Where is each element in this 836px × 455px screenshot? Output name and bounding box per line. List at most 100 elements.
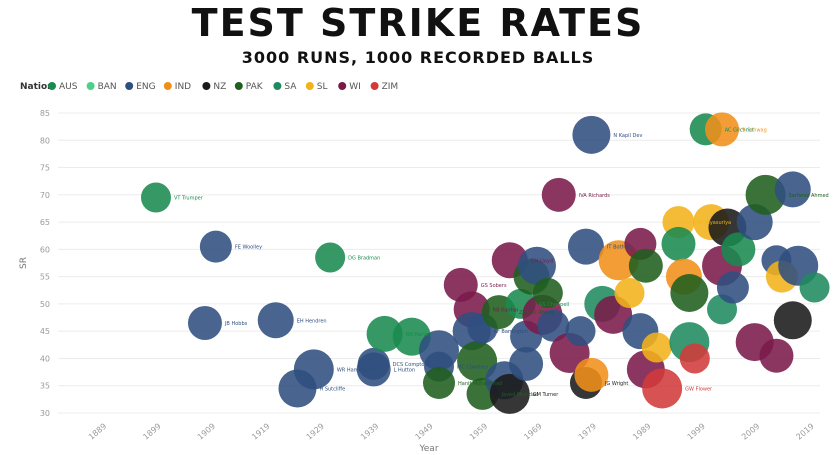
- data-point: [199, 230, 232, 263]
- data-point: [293, 349, 334, 390]
- legend-swatch-wi: [338, 82, 347, 90]
- data-point: [721, 232, 756, 267]
- data-point-label: Hanif Mohammad: [458, 381, 502, 387]
- legend-swatch-pak: [234, 82, 243, 90]
- x-tick-label: 1889: [87, 422, 108, 442]
- y-tick-label: 70: [40, 191, 50, 200]
- legend-title: Nation: [20, 82, 54, 92]
- data-point-labels: VT Trumper FE Woolley JB Hobbs EH Hendren H …: [174, 127, 829, 398]
- data-point-label: Javed Miandad: [501, 392, 539, 398]
- x-tick-label: 1919: [250, 422, 271, 442]
- data-point: [140, 182, 171, 213]
- data-point: [366, 315, 403, 352]
- legend-swatch-ind: [163, 82, 172, 90]
- data-point-label: GS Sobers: [481, 283, 507, 289]
- y-axis-ticks: 30 35 40 45 50 55 60 65 70 75 80 85: [40, 109, 50, 418]
- legend-entry-sl: SL: [317, 82, 328, 92]
- data-point-label: CH Lloyd: [531, 258, 553, 264]
- data-point-label: JG Wright: [604, 381, 628, 387]
- data-point-label: RB Kanhai: [493, 307, 519, 313]
- x-tick-label: 2019: [794, 422, 815, 442]
- y-tick-label: 75: [40, 164, 50, 173]
- data-point-label: DG Bradman: [348, 256, 380, 262]
- x-tick-label: 1899: [141, 422, 162, 442]
- data-point-label: VT Trumper: [174, 196, 204, 202]
- data-point-label: AC Gilchrist: [725, 127, 754, 133]
- data-point-label: RN Harvey: [406, 332, 433, 338]
- data-point-label: IT Botham: [607, 245, 633, 251]
- data-point-label: WR Hammond: [337, 367, 373, 373]
- x-tick-label: 1979: [577, 422, 598, 442]
- legend-entry-ind: IND: [175, 82, 191, 92]
- y-tick-label: 85: [40, 109, 50, 118]
- data-point-label: V Sehwag: [742, 127, 767, 133]
- data-point: [257, 302, 294, 339]
- x-axis-ticks: 1889 1899 1909 1919 1929 1939 1949 1959 1969 1979…: [87, 422, 816, 442]
- x-tick-label: 2009: [740, 422, 761, 442]
- y-tick-label: 45: [40, 327, 50, 336]
- data-point-label: EH Hendren: [297, 318, 327, 324]
- legend-swatch-zim: [370, 82, 379, 90]
- y-tick-label: 40: [40, 354, 50, 363]
- data-point: [774, 171, 811, 208]
- legend-entry-pak: PAK: [246, 82, 264, 92]
- legend-swatch-nz: [202, 82, 211, 90]
- data-point: [799, 272, 830, 303]
- legend-swatch-sl: [305, 82, 314, 90]
- data-point-label: GW Flower: [685, 386, 713, 392]
- legend-swatch-eng: [125, 82, 134, 90]
- legend-entry-sa: SA: [284, 82, 297, 92]
- data-point-label: Sarfaraz Ahmed: [789, 193, 829, 199]
- data-point: [356, 352, 391, 387]
- y-tick-label: 50: [40, 300, 50, 309]
- legend-swatch-aus: [48, 82, 56, 90]
- x-tick-label: 1959: [468, 422, 489, 442]
- legend: Nation AUS BAN ENG IND NZ PAK SA SL WI ZIM: [20, 82, 398, 92]
- data-point: [532, 278, 563, 308]
- data-point-label: GM Turner: [533, 392, 559, 398]
- legend-swatch-ban: [86, 82, 95, 90]
- chart-subtitle: 3000 RUNS, 1000 RECORDED BALLS: [241, 48, 595, 67]
- data-point-label: DCS Compton: [393, 362, 428, 368]
- data-point: [670, 274, 709, 312]
- data-point: [567, 228, 604, 265]
- data-point: [541, 177, 576, 212]
- legend-entry-zim: ZIM: [382, 82, 399, 92]
- legend-entry-wi: WI: [349, 82, 361, 92]
- data-point-label: L Hutton: [394, 367, 415, 373]
- legend-swatch-sa: [273, 82, 282, 90]
- y-tick-label: 60: [40, 245, 50, 254]
- x-tick-label: 1929: [305, 422, 326, 442]
- legend-entry-aus: AUS: [59, 82, 78, 92]
- data-point-label: JB Hobbs: [224, 321, 248, 327]
- x-tick-label: 1949: [413, 422, 434, 442]
- x-tick-label: 1989: [631, 422, 652, 442]
- data-point: [759, 338, 794, 373]
- x-tick-label: 1939: [359, 422, 380, 442]
- data-point-label: FE Woolley: [235, 245, 262, 251]
- data-point: [315, 242, 346, 273]
- data-points: [140, 112, 830, 414]
- y-axis-label: SR: [19, 257, 29, 269]
- data-point-label: IVA Richards: [579, 193, 611, 199]
- data-point: [642, 368, 683, 409]
- data-point-label: N Kapil Dev: [613, 133, 642, 139]
- data-point: [574, 357, 609, 392]
- x-tick-label: 1909: [196, 422, 217, 442]
- data-point: [509, 346, 544, 381]
- data-point: [423, 367, 455, 399]
- data-point: [716, 271, 749, 304]
- legend-entry-ban: BAN: [98, 82, 117, 92]
- data-point: [565, 316, 596, 347]
- data-point: [641, 332, 672, 363]
- y-tick-label: 80: [40, 136, 50, 145]
- data-point: [661, 226, 696, 261]
- data-point-label: KF Barrington: [494, 329, 528, 335]
- y-tick-label: 65: [40, 218, 50, 227]
- x-axis-label: Year: [418, 444, 438, 454]
- data-point: [705, 112, 740, 147]
- data-point-label: Zaheer Abbas: [519, 310, 554, 316]
- legend-entry-nz: NZ: [213, 82, 226, 92]
- data-point: [187, 306, 222, 340]
